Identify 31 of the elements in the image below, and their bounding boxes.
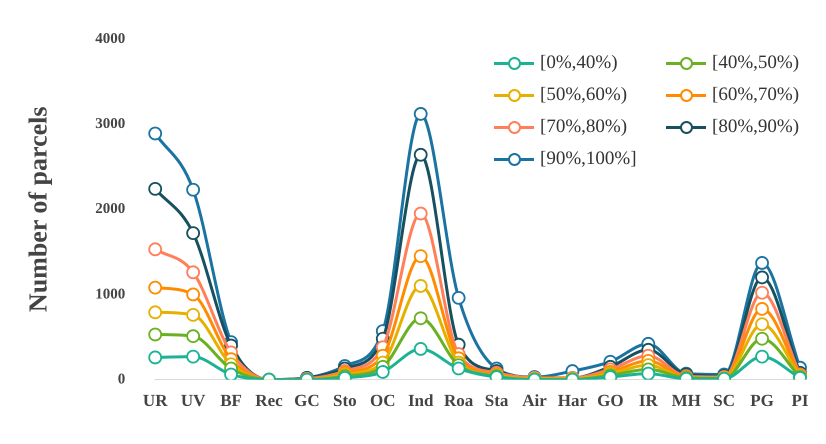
x-tick-label: BF	[220, 391, 242, 410]
x-tick-label: Sto	[333, 391, 357, 410]
y-tick-label: 1000	[95, 286, 126, 302]
y-tick-label: 2000	[95, 201, 126, 218]
x-tick-label: GO	[597, 391, 624, 410]
legend-label: [70%,80%)	[540, 116, 628, 138]
x-tick-label: Air	[522, 391, 548, 410]
y-tick-label: 3000	[95, 116, 126, 132]
x-tick-label: Har	[558, 391, 588, 410]
x-tick-label: UR	[142, 391, 168, 410]
x-tick-label: OC	[370, 391, 396, 410]
legend-label: [60%,70%)	[712, 84, 800, 106]
legend-label: [40%,50%)	[712, 52, 800, 74]
y-tick-label: 0	[118, 371, 126, 388]
x-tick-label: Rec	[255, 391, 284, 410]
x-tick-label: SC	[713, 391, 736, 410]
legend-label: [50%,60%)	[540, 84, 628, 106]
x-tick-label: MH	[672, 391, 701, 410]
legend-label: [0%,40%)	[540, 52, 618, 74]
y-tick-label: 4000	[95, 30, 126, 47]
legend-label: [90%,100%]	[540, 148, 637, 170]
y-axis-title: Number of parcels	[23, 106, 52, 312]
x-tick-label: UV	[180, 391, 206, 410]
x-tick-label: IR	[638, 391, 658, 410]
x-tick-label: Roa	[444, 391, 474, 410]
x-tick-label: PG	[750, 391, 774, 410]
x-tick-label: GC	[294, 391, 320, 410]
x-tick-label: PI	[792, 391, 809, 410]
x-tick-label: Sta	[484, 391, 509, 410]
x-tick-label: Ind	[408, 391, 434, 410]
legend-label: [80%,90%)	[712, 116, 800, 138]
